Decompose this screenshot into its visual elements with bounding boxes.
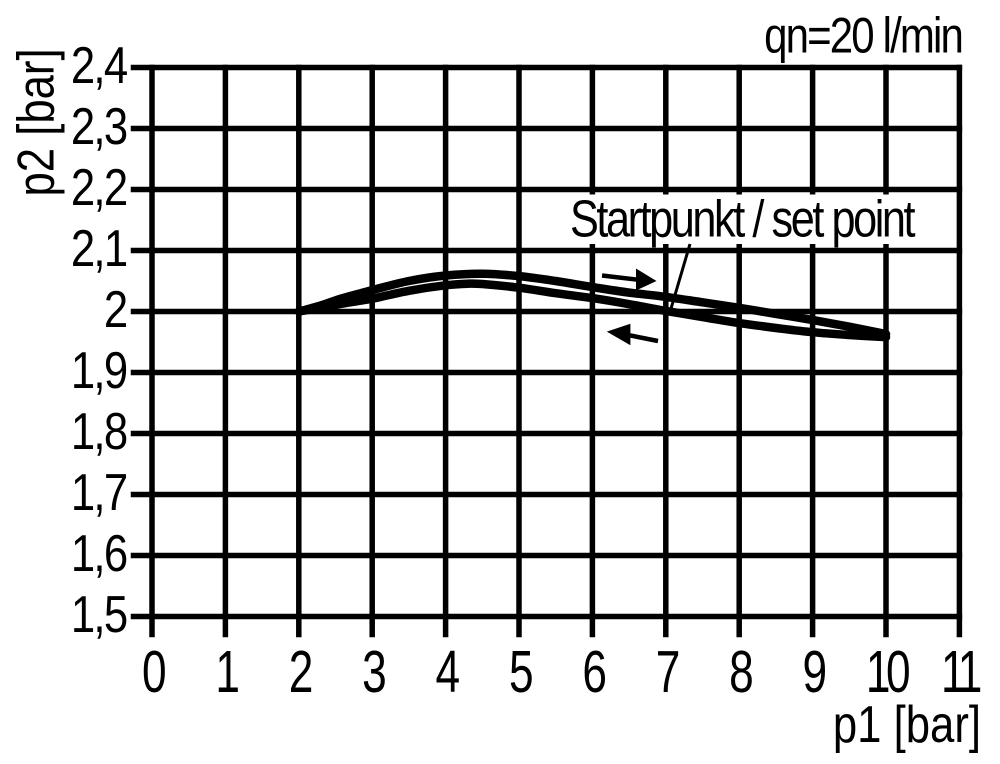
svg-text:2,3: 2,3 [71,99,127,156]
svg-text:Startpunkt / set point: Startpunkt / set point [570,191,915,248]
svg-text:p2 [bar]: p2 [bar] [8,48,65,196]
svg-text:7: 7 [656,640,679,706]
svg-text:p1 [bar]: p1 [bar] [833,697,981,754]
svg-text:1,7: 1,7 [71,465,127,522]
svg-text:10: 10 [866,640,909,706]
svg-text:1,5: 1,5 [71,587,127,644]
svg-text:2: 2 [104,282,127,339]
svg-text:1: 1 [215,640,238,706]
svg-text:11: 11 [941,640,981,706]
svg-text:2,2: 2,2 [71,160,127,217]
svg-text:qn=20 l/min: qn=20 l/min [764,7,962,63]
svg-text:9: 9 [803,640,826,706]
svg-text:2,4: 2,4 [71,38,128,95]
svg-text:8: 8 [729,640,752,706]
svg-text:1,8: 1,8 [71,404,127,461]
svg-text:2,1: 2,1 [71,221,127,278]
svg-text:2: 2 [289,640,312,706]
svg-text:6: 6 [582,640,605,706]
svg-text:3: 3 [362,640,385,706]
svg-text:1,9: 1,9 [71,343,127,400]
svg-text:0: 0 [142,640,165,706]
svg-text:1,6: 1,6 [71,526,127,583]
svg-text:5: 5 [509,640,532,706]
